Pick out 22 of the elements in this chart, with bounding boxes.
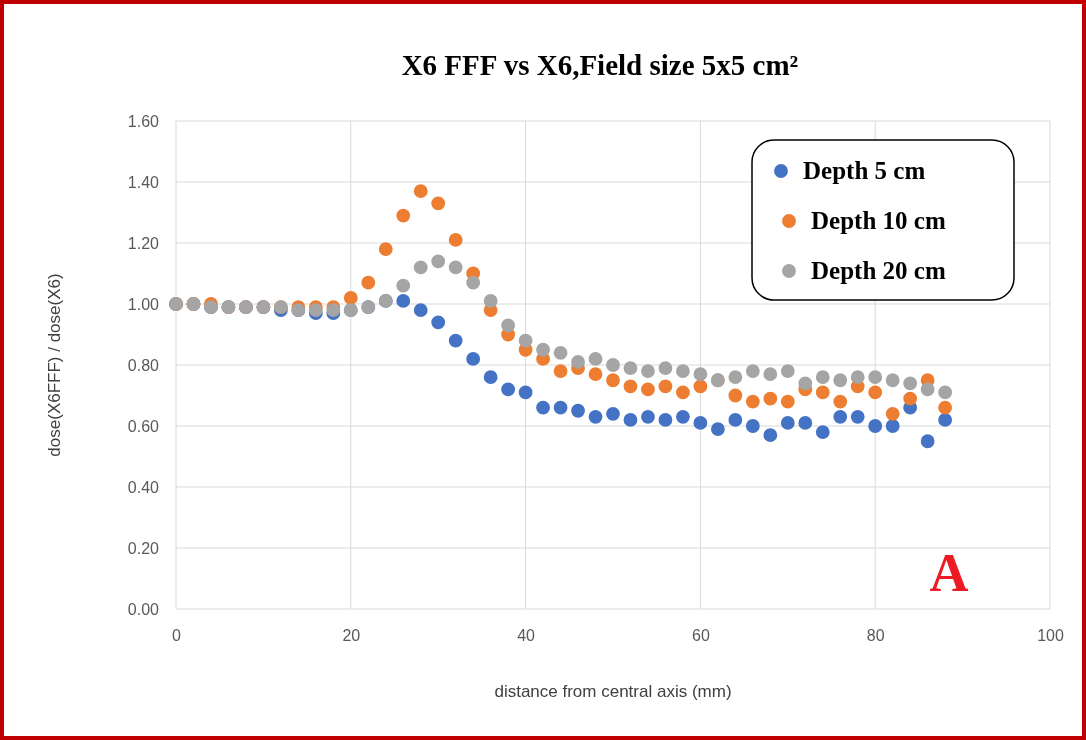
y-axis-title: dose(X6FFF) / dose(X6) bbox=[45, 273, 64, 457]
legend-label: Depth 10 cm bbox=[811, 207, 946, 234]
y-tick-label: 0.00 bbox=[127, 600, 160, 618]
y-tick-label: 0.40 bbox=[127, 478, 160, 496]
x-tick-label: 0 bbox=[172, 627, 182, 645]
annotation: A bbox=[929, 543, 969, 603]
y-tick-label: 1.00 bbox=[127, 295, 160, 313]
chart-title: X6 FFF vs X6,Field size 5x5 cm² bbox=[401, 49, 799, 81]
x-tick-label: 80 bbox=[866, 627, 885, 645]
y-tick-label: 0.80 bbox=[127, 356, 160, 374]
x-tick-label: 20 bbox=[342, 627, 361, 645]
x-tick-label: 60 bbox=[692, 627, 710, 645]
legend-label: Depth 20 cm bbox=[811, 257, 946, 284]
y-tick-label: 0.60 bbox=[127, 417, 160, 435]
legend-label: Depth 5 cm bbox=[803, 157, 926, 184]
y-tick-label: 1.60 bbox=[127, 112, 160, 130]
y-tick-label: 1.20 bbox=[127, 234, 160, 252]
y-tick-label: 1.40 bbox=[127, 173, 160, 191]
x-tick-label: 100 bbox=[1037, 627, 1064, 645]
x-axis-title: distance from central axis (mm) bbox=[494, 682, 732, 701]
x-tick-label: 40 bbox=[517, 627, 536, 645]
y-tick-label: 0.20 bbox=[127, 539, 160, 557]
